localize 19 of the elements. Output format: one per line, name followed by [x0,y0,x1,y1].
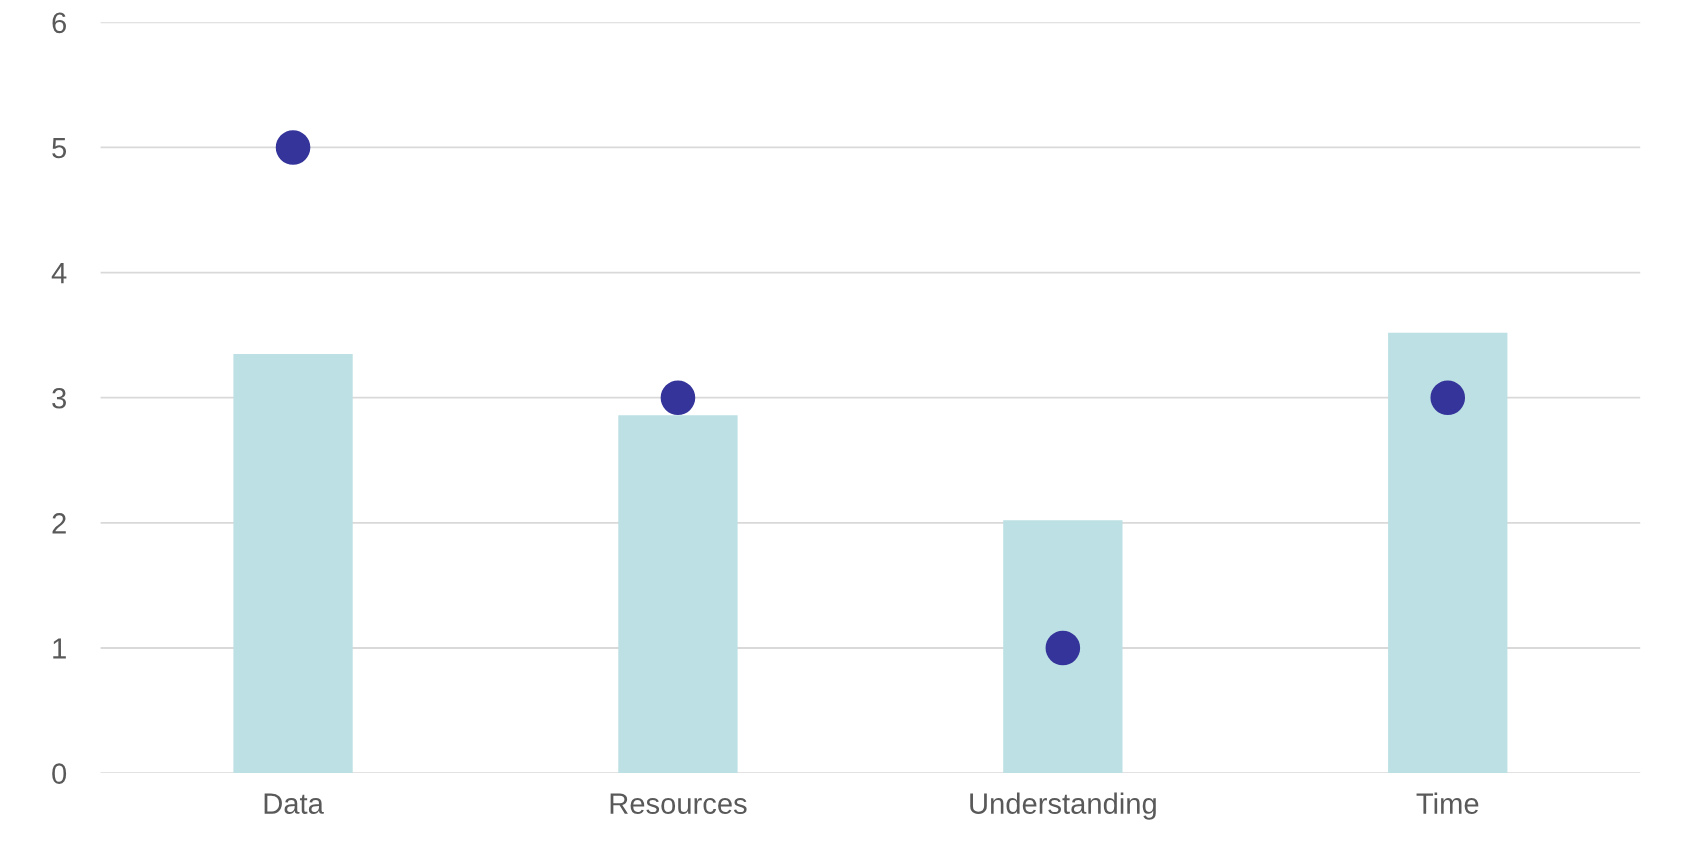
bar [233,353,353,774]
y-tick-label: 4 [51,263,67,284]
x-tick-label: Understanding [970,792,1156,820]
point [1045,630,1081,666]
y-tick-label: 6 [52,12,66,34]
point [275,130,311,165]
point [1430,380,1466,416]
bar [1003,520,1123,774]
x-tick-label: Time [1416,792,1479,814]
y-tick-label: 1 [53,638,66,659]
y-tick-label: 3 [52,387,66,409]
x-tick-label: Resources [610,793,747,814]
y-tick-label: 0 [52,763,67,784]
bar [1388,332,1508,774]
x-tick-label: Data [264,793,324,814]
y-tick-label: 5 [52,137,67,159]
y-tick-label: 2 [52,513,66,534]
point [660,380,696,416]
bar [618,415,738,774]
